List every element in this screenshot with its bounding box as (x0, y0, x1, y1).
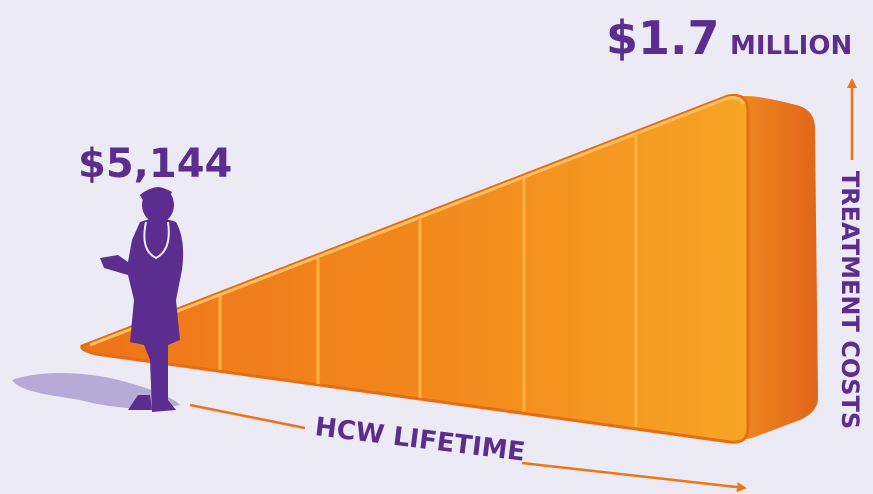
end-cost-unit: MILLION (730, 31, 852, 61)
infographic: $5,144 $1.7 MILLION HCW LIFETIME TREATME… (0, 0, 873, 494)
end-cost-amount: $1.7 (606, 11, 720, 65)
vertical-axis-label: TREATMENT COSTS (836, 171, 864, 429)
page: $5,144 $1.7 MILLION HCW LIFETIME TREATME… (0, 0, 873, 494)
start-cost: $5,144 (78, 141, 232, 187)
